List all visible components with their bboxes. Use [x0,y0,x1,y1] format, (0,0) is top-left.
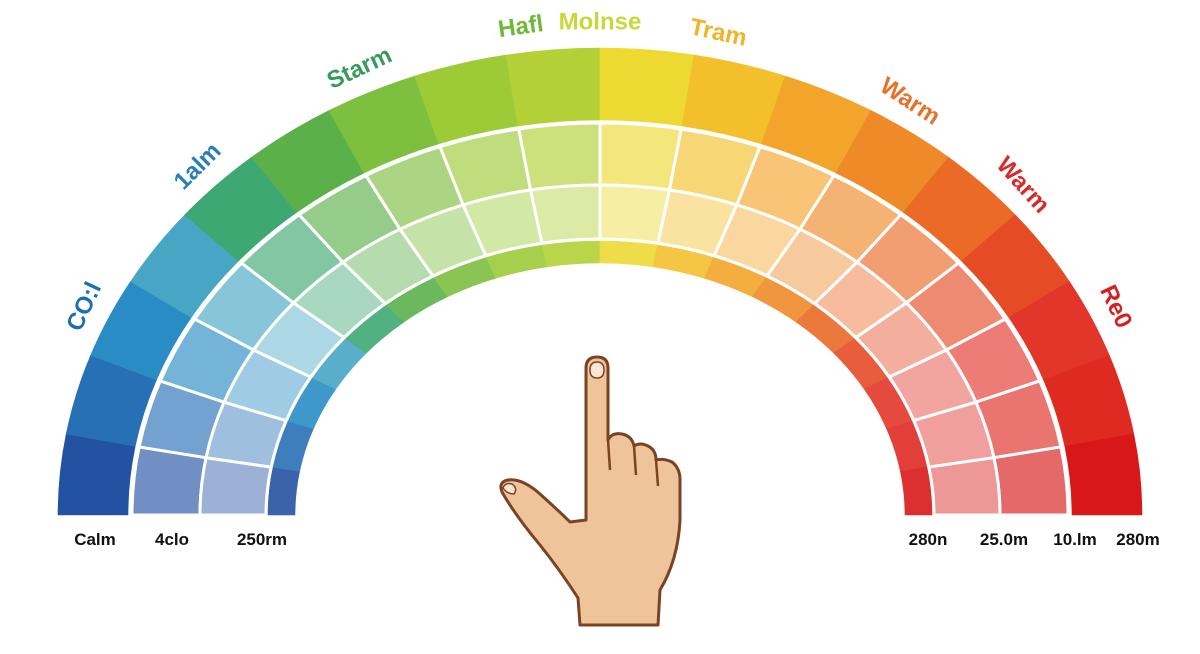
pointing-hand-icon [499,355,682,627]
inner-segment [900,467,933,516]
bottom-label: 10.lm [1053,530,1096,549]
bottom-label: 250rm [237,530,287,549]
arc-label: CO:l [61,278,107,335]
grid-cell [598,121,684,192]
outer-color-band [57,47,1143,516]
hand-part [654,459,660,487]
bottom-labels-right: 280n 25.0m 10.lm 280m [909,530,1160,549]
bottom-label: 280m [1116,530,1159,549]
outer-segment [599,47,695,127]
grid-cell [516,121,602,192]
arc-label: Molnse [559,8,642,35]
arc-label: Tram [687,13,749,51]
hand-part [606,439,612,471]
arc-label: Re0 [1094,281,1137,332]
hand-part [589,361,605,379]
hand-part [502,482,517,495]
inner-color-band [267,240,933,516]
grid-ring-inner [198,183,1002,517]
outer-segment [505,47,601,127]
hand-part [499,355,682,627]
bottom-labels-left: Calm 4clo 250rm [74,530,287,549]
hand-part [632,445,638,476]
bottom-label: Calm [74,530,116,549]
inner-segment [599,240,659,268]
grid-cell [528,183,602,245]
inner-segment [267,467,300,516]
grid-cell [992,445,1070,517]
outer-segment [57,433,136,516]
outer-segment [1064,433,1143,516]
grid-cell [927,456,1002,517]
bottom-label: 25.0m [980,530,1028,549]
bottom-label: 4clo [155,530,189,549]
bottom-label: 280n [909,530,948,549]
arc-label: Hafl [496,10,545,43]
inner-segment [541,240,601,268]
